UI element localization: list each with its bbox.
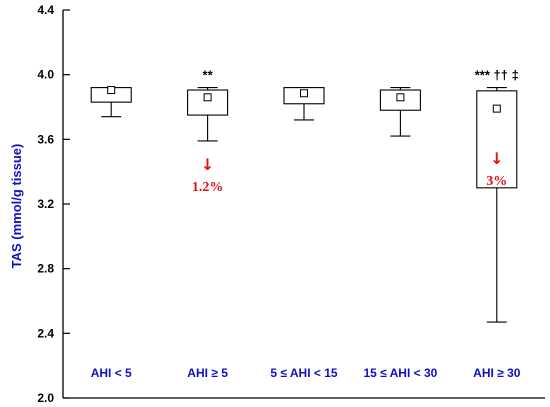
y-tick-label: 3.2 bbox=[37, 197, 54, 211]
category-label: 15 ≤ AHI < 30 bbox=[363, 366, 437, 380]
category-labels: AHI < 5 AHI ≥ 5 5 ≤ AHI < 15 15 ≤ AHI < 30 A… bbox=[91, 366, 521, 380]
y-tick-label: 2.8 bbox=[37, 262, 54, 276]
box-group bbox=[187, 87, 229, 142]
y-tick-label: 2.4 bbox=[37, 326, 54, 340]
category-label: AHI ≥ 30 bbox=[473, 366, 521, 380]
y-axis-label: TAS (mmol/g tissue) bbox=[9, 144, 24, 269]
annotations: ** ↓ 1.2% *** †† ‡ ↓ 3% bbox=[192, 68, 519, 195]
category-label: AHI ≥ 5 bbox=[187, 366, 228, 380]
y-tick-label: 3.6 bbox=[37, 132, 54, 146]
median-marker bbox=[203, 93, 212, 102]
box-group bbox=[476, 87, 518, 323]
y-tick-label: 4.0 bbox=[37, 68, 54, 82]
y-tick-label: 2.0 bbox=[37, 391, 54, 405]
boxes bbox=[90, 86, 518, 323]
box-group bbox=[283, 87, 325, 121]
percent-change-label: 3% bbox=[486, 174, 507, 189]
median-marker bbox=[396, 93, 405, 102]
down-arrow-icon: ↓ bbox=[490, 149, 503, 168]
category-label: AHI < 5 bbox=[91, 366, 132, 380]
y-tick-label: 4.4 bbox=[37, 3, 54, 17]
percent-change-label: 1.2% bbox=[192, 180, 224, 195]
box-group bbox=[90, 86, 132, 118]
down-arrow-icon: ↓ bbox=[201, 155, 214, 174]
iqr-box bbox=[476, 90, 518, 189]
median-marker bbox=[300, 89, 308, 98]
significance-marker: *** †† ‡ bbox=[475, 68, 519, 83]
category-label: 5 ≤ AHI < 15 bbox=[270, 366, 337, 380]
box-group bbox=[379, 87, 421, 137]
y-axis-ticks: 2.0 2.4 2.8 3.2 3.6 4.0 4.4 bbox=[37, 3, 70, 405]
significance-marker: ** bbox=[203, 68, 214, 83]
median-marker bbox=[492, 104, 501, 113]
median-marker bbox=[107, 86, 116, 95]
axes bbox=[62, 10, 545, 399]
